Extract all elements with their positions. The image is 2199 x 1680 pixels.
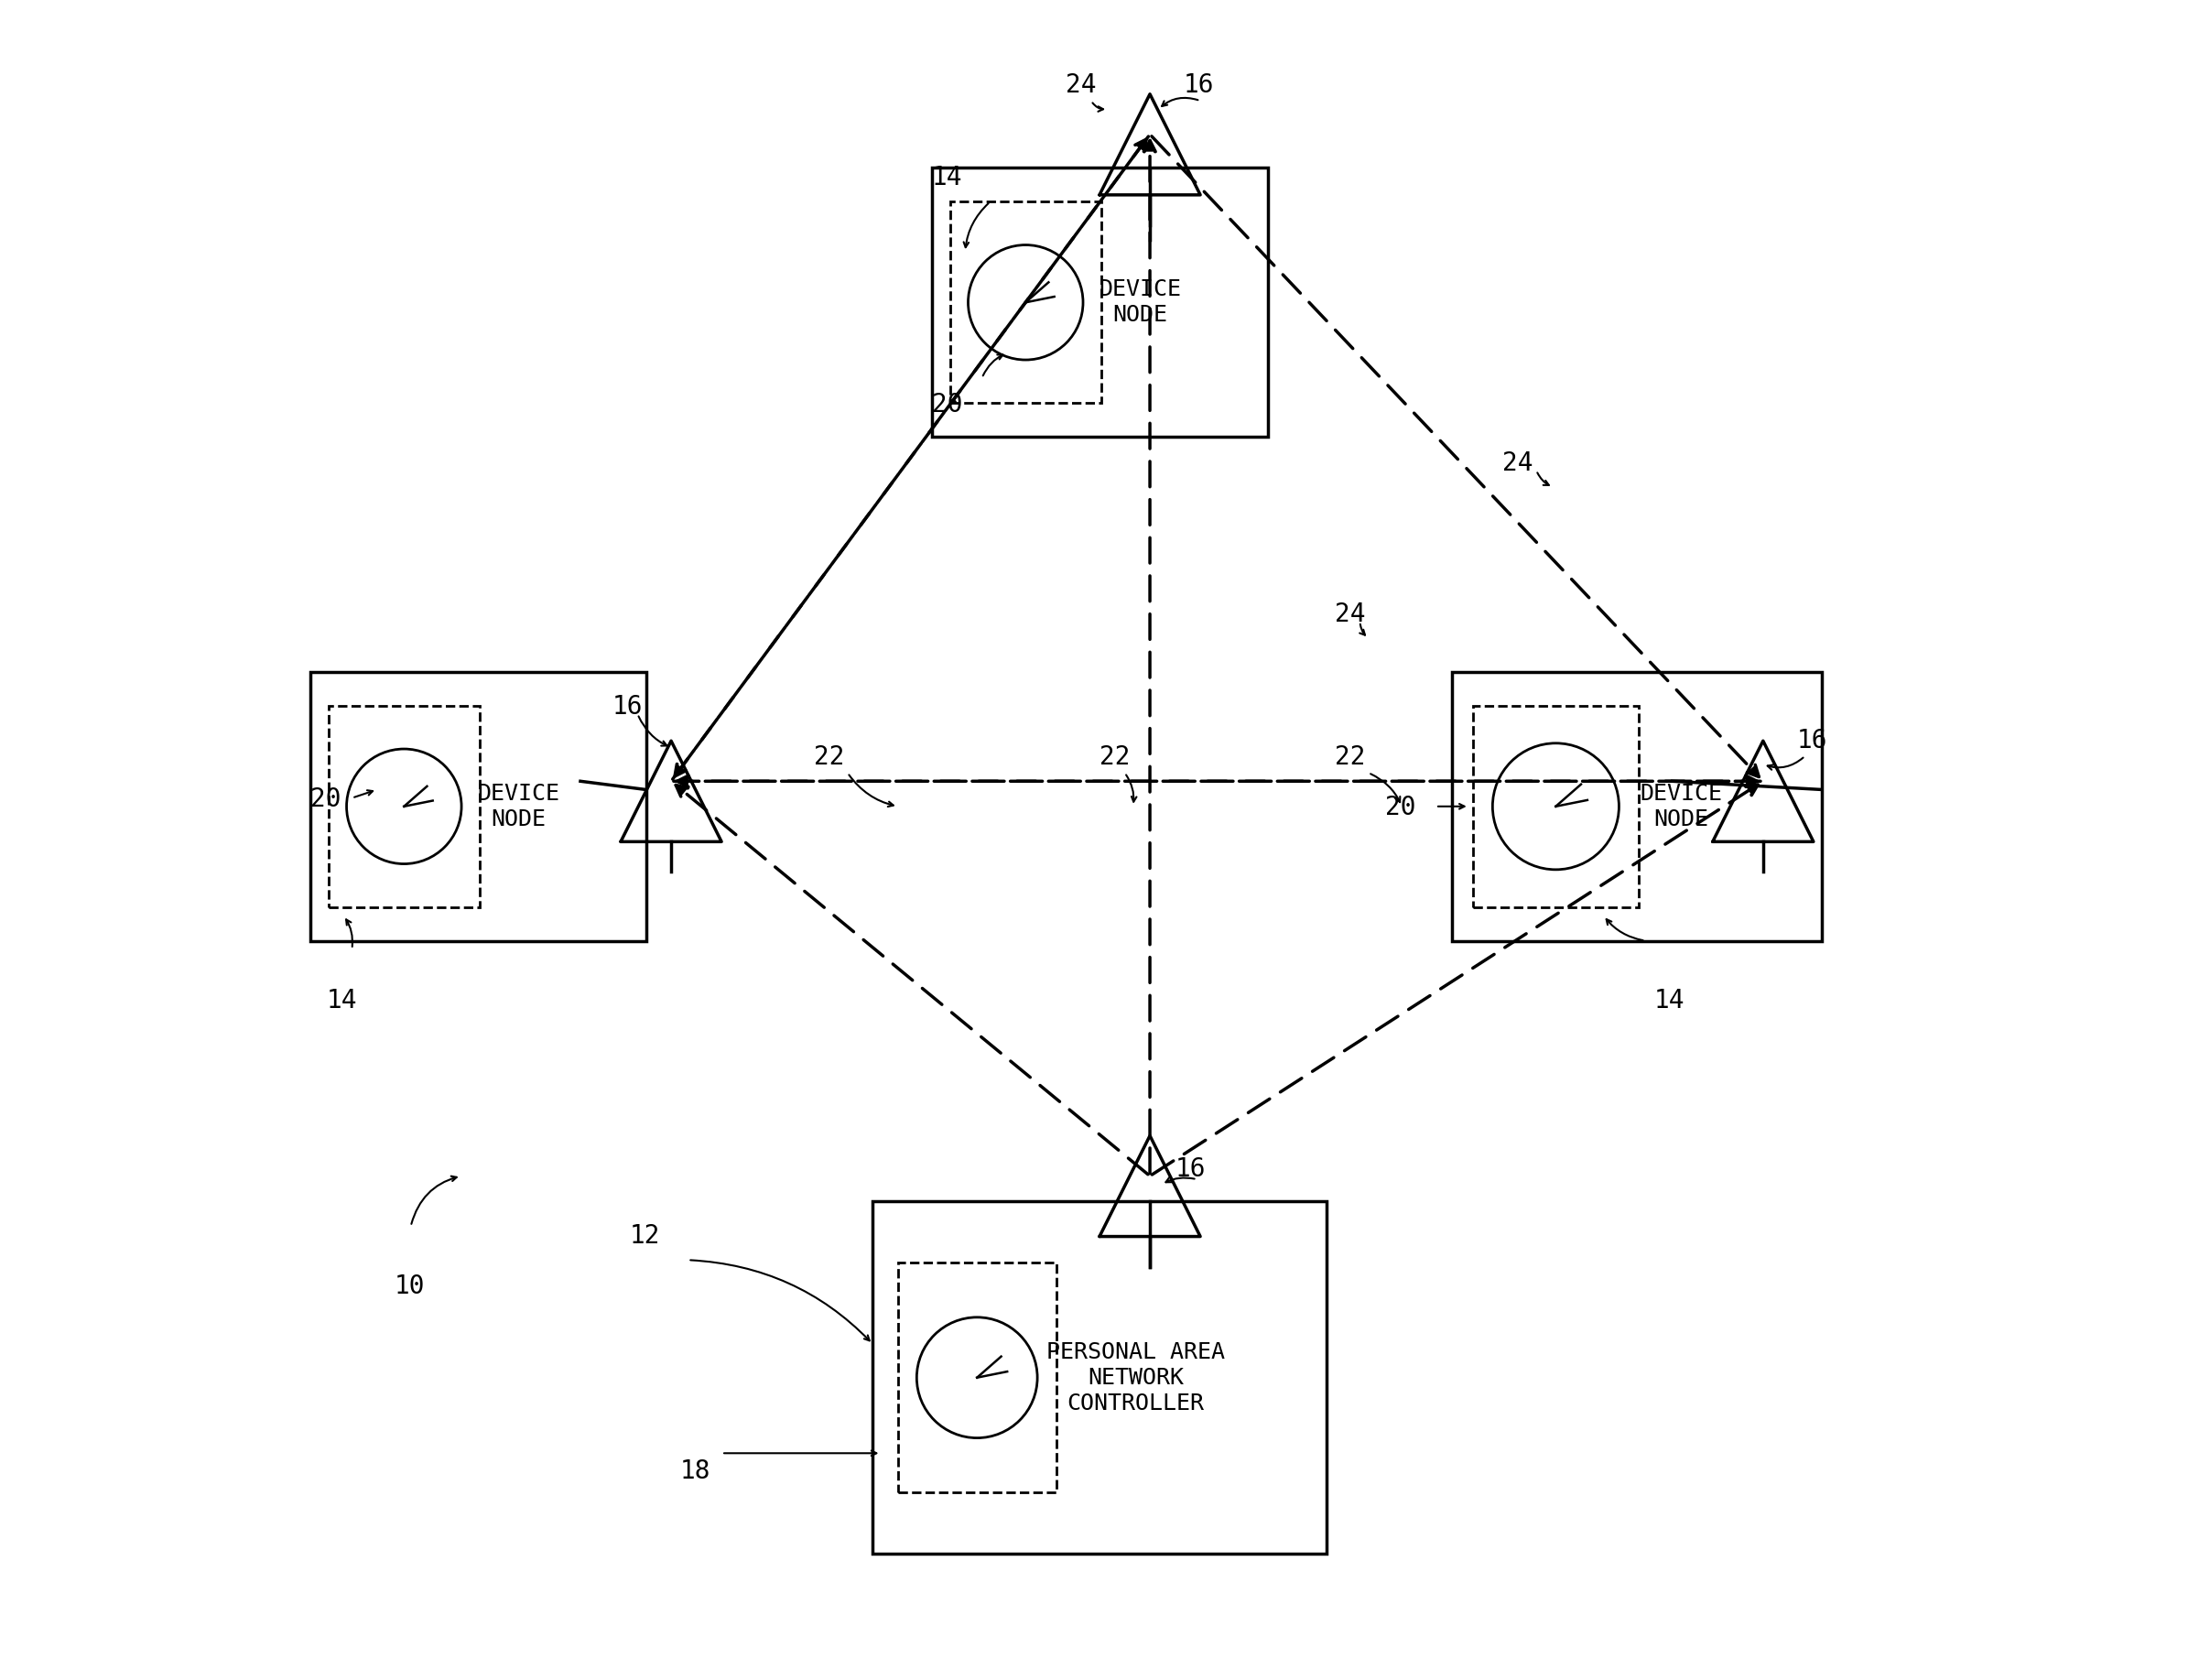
FancyBboxPatch shape [950, 202, 1102, 403]
Text: 18: 18 [679, 1458, 710, 1483]
FancyBboxPatch shape [1473, 706, 1638, 907]
Text: 20: 20 [1385, 795, 1416, 820]
Text: 16: 16 [1797, 727, 1827, 753]
Text: 22: 22 [1335, 744, 1366, 769]
Text: 14: 14 [328, 988, 358, 1013]
Text: 24: 24 [1067, 72, 1097, 97]
Text: 14: 14 [1654, 988, 1684, 1013]
FancyBboxPatch shape [897, 1263, 1056, 1492]
Text: DEVICE
NODE: DEVICE NODE [1100, 279, 1181, 326]
FancyBboxPatch shape [873, 1201, 1326, 1554]
Text: 12: 12 [629, 1223, 660, 1248]
Text: 16: 16 [611, 694, 642, 719]
Text: 24: 24 [1335, 601, 1366, 627]
Text: DEVICE
NODE: DEVICE NODE [477, 783, 559, 830]
Text: 16: 16 [1174, 1156, 1205, 1181]
Text: 20: 20 [932, 391, 963, 417]
Text: 10: 10 [394, 1273, 424, 1299]
Text: 22: 22 [814, 744, 844, 769]
Text: 14: 14 [932, 165, 963, 190]
Text: 20: 20 [310, 786, 341, 811]
FancyBboxPatch shape [328, 706, 479, 907]
FancyBboxPatch shape [310, 672, 647, 941]
FancyBboxPatch shape [932, 168, 1267, 437]
Text: DEVICE
NODE: DEVICE NODE [1640, 783, 1722, 830]
FancyBboxPatch shape [1451, 672, 1821, 941]
Text: 24: 24 [1502, 450, 1533, 475]
Text: PERSONAL AREA
NETWORK
CONTROLLER: PERSONAL AREA NETWORK CONTROLLER [1047, 1341, 1225, 1415]
Text: 22: 22 [1100, 744, 1130, 769]
Text: 16: 16 [1183, 72, 1214, 97]
